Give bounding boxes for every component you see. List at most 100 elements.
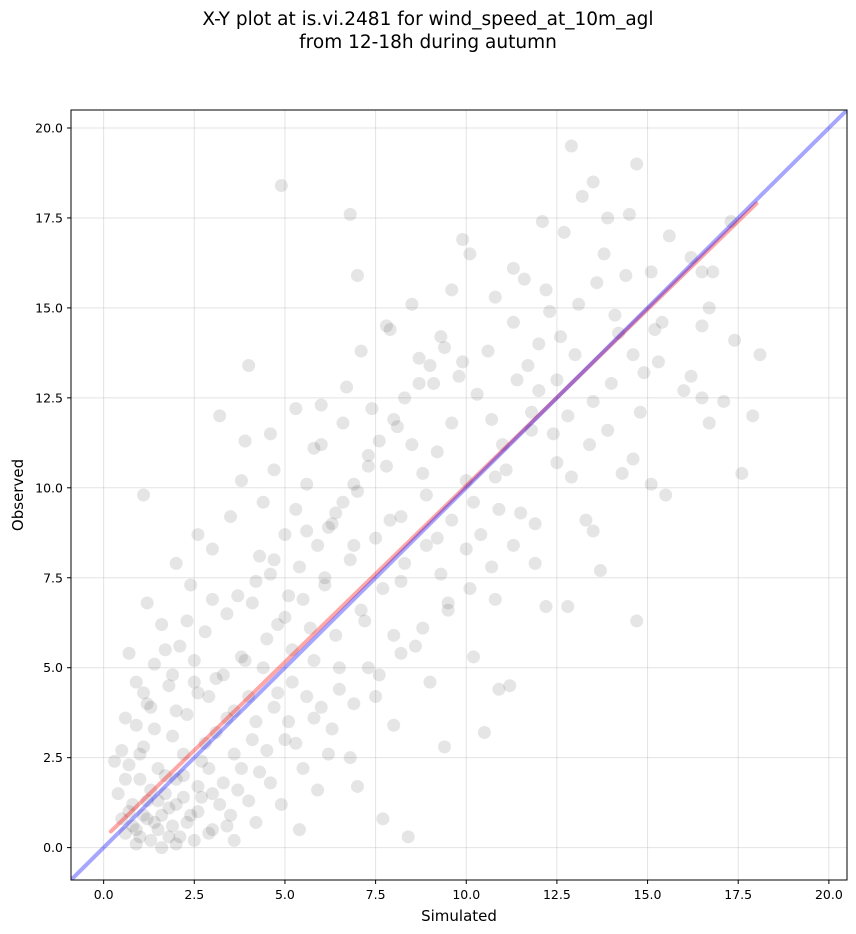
data-point xyxy=(191,686,205,700)
data-point xyxy=(361,661,375,675)
chart-title: X-Y plot at is.vi.2481 for wind_speed_at… xyxy=(0,8,856,54)
data-point xyxy=(510,373,524,387)
data-point xyxy=(307,654,321,668)
data-point xyxy=(746,409,760,423)
data-point xyxy=(546,427,560,441)
data-point xyxy=(648,322,662,336)
plot-frame xyxy=(70,109,848,881)
chart-title-line-1: X-Y plot at is.vi.2481 for wind_speed_at… xyxy=(202,9,654,30)
data-point xyxy=(198,625,212,639)
data-point xyxy=(350,484,364,498)
data-point xyxy=(601,423,615,437)
data-point xyxy=(543,304,557,318)
data-point xyxy=(528,517,542,531)
data-point xyxy=(593,564,607,578)
data-point xyxy=(412,376,426,390)
data-point xyxy=(158,787,172,801)
data-point xyxy=(122,646,136,660)
data-point xyxy=(586,175,600,189)
data-point xyxy=(361,459,375,473)
data-point xyxy=(289,736,303,750)
data-point xyxy=(278,610,292,624)
data-point xyxy=(728,333,742,347)
data-point xyxy=(445,513,459,527)
y-tick-label: 12.5 xyxy=(35,390,63,405)
data-point xyxy=(205,787,219,801)
data-point xyxy=(303,621,317,635)
data-point xyxy=(354,344,368,358)
data-point xyxy=(369,689,383,703)
data-point xyxy=(271,686,285,700)
data-point xyxy=(608,308,622,322)
data-point xyxy=(387,718,401,732)
data-point xyxy=(488,470,502,484)
data-point xyxy=(151,761,165,775)
data-point xyxy=(144,700,158,714)
data-point xyxy=(343,751,357,765)
data-point xyxy=(111,787,125,801)
y-tick-label: 20.0 xyxy=(35,120,63,135)
data-point xyxy=(430,445,444,459)
data-point xyxy=(369,531,383,545)
data-point xyxy=(224,808,238,822)
y-axis-label: Observed xyxy=(9,459,27,531)
data-point xyxy=(485,412,499,426)
data-points xyxy=(108,139,767,855)
data-point xyxy=(195,754,209,768)
data-point xyxy=(572,297,586,311)
data-point xyxy=(166,819,180,833)
data-point xyxy=(227,833,241,847)
data-point xyxy=(321,747,335,761)
data-point xyxy=(532,384,546,398)
data-point xyxy=(717,394,731,408)
data-point xyxy=(724,215,738,229)
x-tick-label: 7.5 xyxy=(366,887,386,902)
data-point xyxy=(169,704,183,718)
data-point xyxy=(506,538,520,552)
data-point xyxy=(234,650,248,664)
data-point xyxy=(485,560,499,574)
data-point xyxy=(644,477,658,491)
data-point xyxy=(220,607,234,621)
data-point xyxy=(361,448,375,462)
data-point xyxy=(205,592,219,606)
data-point xyxy=(376,582,390,596)
data-point xyxy=(735,466,749,480)
data-point xyxy=(597,247,611,261)
data-point xyxy=(477,725,491,739)
data-point xyxy=(390,420,404,434)
data-point xyxy=(525,423,539,437)
data-point xyxy=(601,211,615,225)
data-point xyxy=(383,322,397,336)
data-point xyxy=(445,416,459,430)
data-point xyxy=(590,276,604,290)
data-point xyxy=(325,517,339,531)
data-point xyxy=(282,715,296,729)
data-point xyxy=(615,466,629,480)
data-point xyxy=(347,477,361,491)
data-point xyxy=(434,330,448,344)
data-point xyxy=(253,549,267,563)
data-point xyxy=(191,528,205,542)
data-point xyxy=(662,229,676,243)
data-point xyxy=(347,697,361,711)
reference-lines xyxy=(71,110,847,880)
data-point xyxy=(176,790,190,804)
data-point xyxy=(550,373,564,387)
data-point xyxy=(318,578,332,592)
data-point xyxy=(655,315,669,329)
data-point xyxy=(278,528,292,542)
data-point xyxy=(398,556,412,570)
data-point xyxy=(365,402,379,416)
data-point xyxy=(561,600,575,614)
identity-line xyxy=(71,110,847,880)
data-point xyxy=(274,179,288,193)
data-point xyxy=(467,495,481,509)
data-point xyxy=(626,348,640,362)
data-point xyxy=(137,686,151,700)
data-point xyxy=(256,661,270,675)
data-point xyxy=(467,650,481,664)
data-point xyxy=(401,830,415,844)
data-point xyxy=(463,247,477,261)
data-point xyxy=(408,639,422,653)
